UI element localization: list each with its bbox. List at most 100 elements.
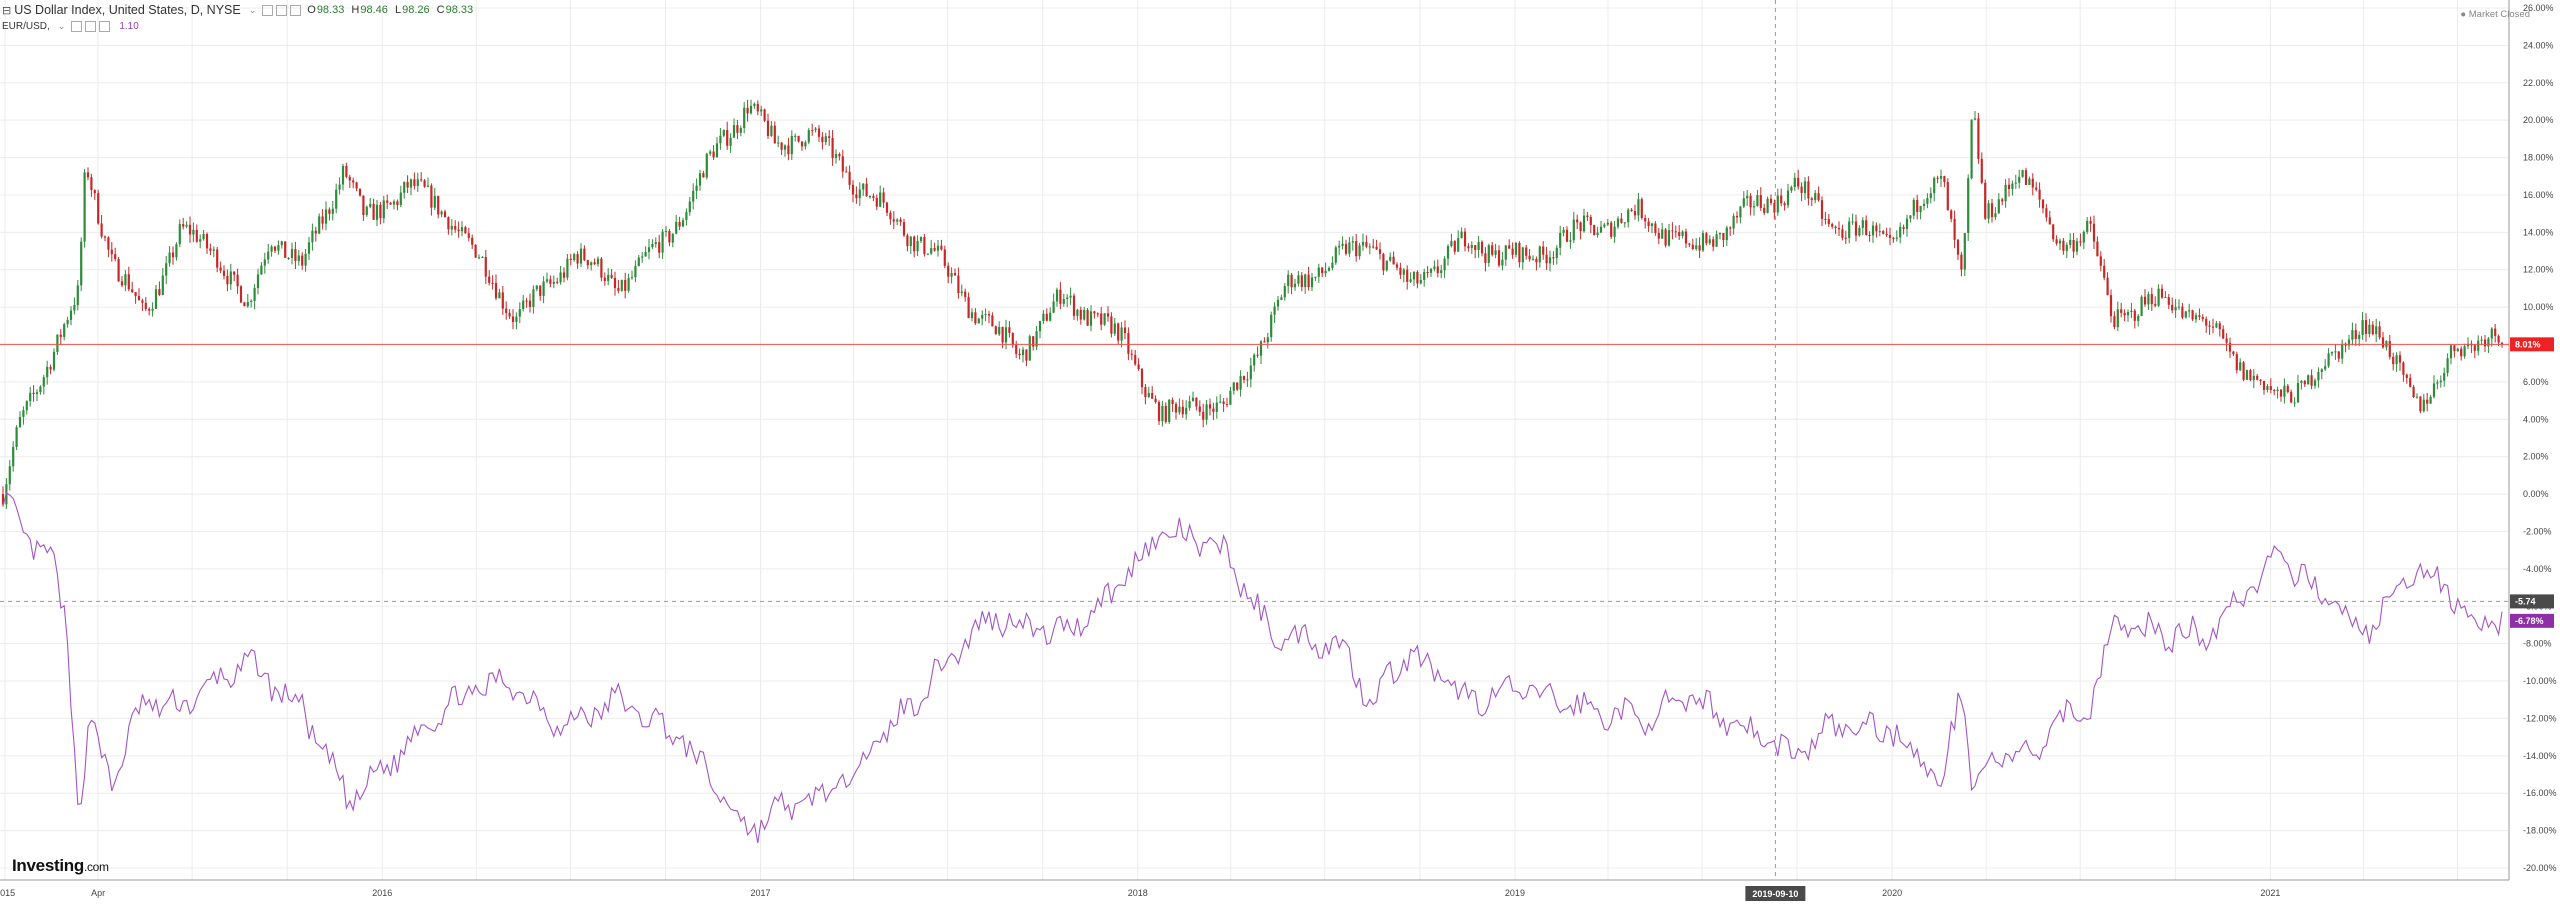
candle-body	[1678, 231, 1681, 236]
candle-body	[1072, 295, 1076, 316]
candle-body	[2208, 325, 2211, 327]
candle-body	[114, 254, 117, 260]
candle-body	[195, 229, 198, 242]
candle-body	[2143, 296, 2147, 305]
candle-body	[477, 257, 481, 259]
candle-body	[2038, 189, 2041, 200]
chevron-down-icon[interactable]: ⌄	[248, 4, 257, 15]
candle-body	[304, 253, 307, 266]
candle-body	[375, 204, 379, 220]
dxy-last-tag: 8.01%	[2515, 339, 2541, 349]
y-tick-label: 6.00%	[2523, 377, 2549, 387]
compare-close-icon[interactable]	[99, 20, 111, 32]
candle-body	[1049, 312, 1052, 321]
candle-body	[2364, 320, 2368, 334]
x-tick-label: 2021	[2260, 888, 2280, 898]
candle-body	[1899, 227, 1902, 238]
close-icon[interactable]	[290, 4, 302, 16]
candle-body	[919, 237, 923, 242]
candle-body	[2256, 375, 2259, 380]
candle-body	[1545, 254, 1548, 264]
candle-body	[148, 308, 151, 311]
candle-body	[1154, 398, 1157, 403]
candle-body	[1882, 231, 1885, 234]
candle-body	[1127, 333, 1130, 354]
candle-body	[1810, 198, 1813, 201]
compare-chevron-icon[interactable]: ⌄	[57, 20, 66, 31]
candle-body	[1589, 217, 1592, 225]
candle-body	[1310, 277, 1314, 288]
candle-body	[2133, 310, 2136, 321]
y-tick-label: 20.00%	[2523, 115, 2554, 125]
ohlc-low-key: L	[394, 4, 402, 16]
candle-body	[1480, 241, 1484, 254]
candle-body	[1229, 390, 1232, 405]
candle-body	[2460, 348, 2463, 357]
candle-body	[862, 183, 865, 190]
candle-body	[651, 244, 654, 248]
candle-body	[1936, 177, 1939, 179]
candle-body	[2422, 399, 2425, 412]
compare-eye-icon[interactable]	[71, 20, 83, 32]
candle-body	[2453, 345, 2456, 352]
candle-body	[338, 184, 341, 190]
candle-body	[811, 130, 814, 132]
candle-body	[627, 278, 630, 291]
y-tick-label: 2.00%	[2523, 452, 2549, 462]
candle-body	[1521, 247, 1524, 263]
candle-body	[2480, 339, 2483, 341]
candle-body	[1219, 401, 1222, 403]
candle-body	[1338, 245, 1341, 248]
candle-body	[335, 189, 338, 209]
candle-body	[2055, 239, 2058, 244]
candle-body	[1304, 274, 1307, 288]
candle-body	[1331, 262, 1334, 268]
candle-body	[2109, 295, 2113, 317]
candle-body	[1399, 267, 1402, 275]
eye-icon[interactable]	[262, 4, 274, 16]
candle-body	[1627, 209, 1630, 223]
candle-body	[2062, 240, 2065, 251]
candle-body	[2463, 346, 2466, 357]
candle-body	[1134, 354, 1137, 365]
candle-body	[2283, 385, 2286, 397]
candle-body	[2052, 224, 2055, 240]
collapse-icon[interactable]: ⊟	[2, 4, 12, 17]
settings-icon[interactable]	[276, 4, 288, 16]
candle-body	[970, 312, 974, 319]
candle-body	[1484, 253, 1487, 263]
candle-body	[66, 319, 69, 325]
candle-body	[1712, 239, 1715, 247]
candle-body	[362, 195, 365, 216]
candle-body	[974, 312, 977, 324]
candle-body	[2154, 304, 2157, 306]
candle-body	[158, 289, 161, 295]
candle-body	[1647, 221, 1650, 227]
candle-body	[1426, 272, 1429, 274]
candle-body	[763, 109, 766, 121]
candle-body	[396, 201, 399, 205]
candle-body	[549, 279, 552, 284]
candle-body	[845, 171, 848, 173]
candle-body	[1419, 279, 1422, 284]
candle-body	[1358, 245, 1361, 257]
candle-body	[913, 236, 916, 252]
candle-body	[1559, 232, 1562, 248]
candle-body	[403, 181, 406, 193]
legend-row-compare: EUR/USD, ⌄ 1.10	[0, 18, 477, 34]
candle-body	[168, 252, 171, 264]
dxy-last-tag-bg	[2510, 337, 2554, 352]
candle-body	[930, 248, 933, 254]
candle-body	[1433, 266, 1436, 269]
candle-body	[358, 188, 362, 196]
candle-body	[263, 259, 266, 266]
candle-body	[1565, 229, 1569, 242]
candle-body	[311, 230, 314, 243]
candle-body	[2123, 312, 2126, 316]
compare-settings-icon[interactable]	[85, 20, 97, 32]
candle-body	[1875, 225, 1878, 232]
candle-body	[488, 276, 491, 283]
candle-body	[494, 282, 498, 299]
